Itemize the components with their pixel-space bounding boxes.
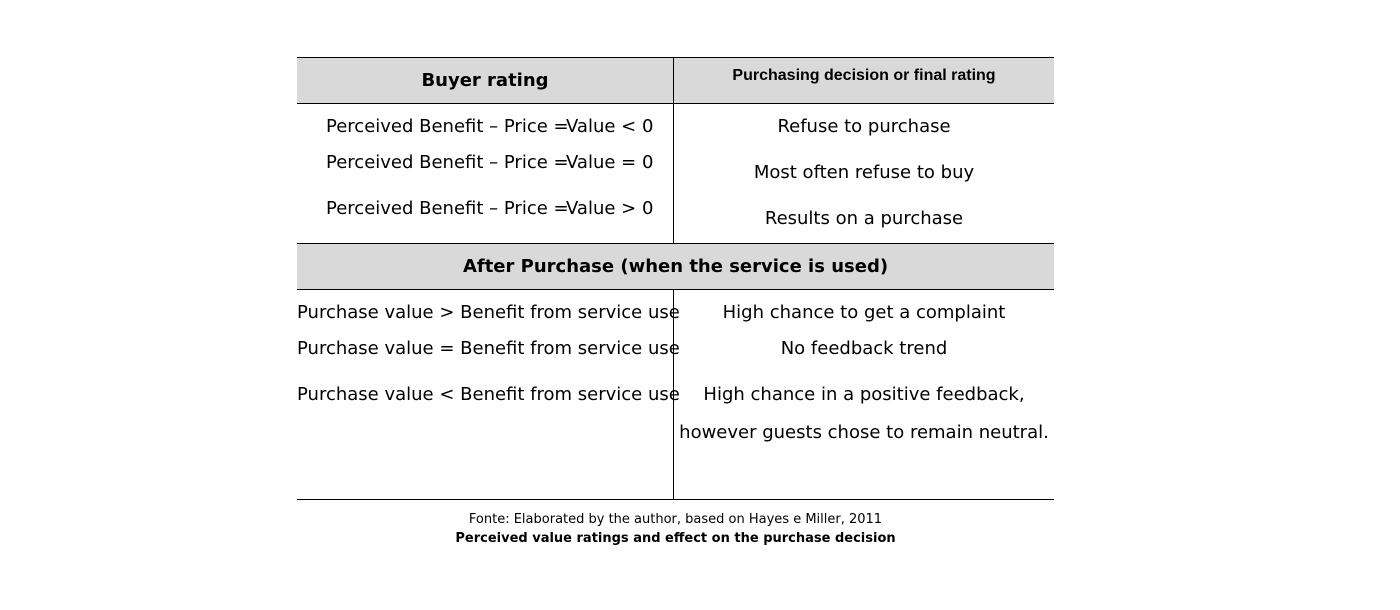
- table-title-caption: Perceived value ratings and effect on th…: [455, 531, 896, 546]
- header-purchasing-decision: Purchasing decision or final rating: [732, 67, 996, 84]
- before-row-1-decision: Refuse to purchase: [777, 116, 951, 137]
- rule-bottom: [297, 499, 1054, 500]
- after-row-1-condition: Purchase value > Benefit from service us…: [297, 302, 680, 323]
- header-buyer-rating: Buyer rating: [421, 70, 549, 91]
- before-row-3-value: Value > 0: [566, 198, 654, 219]
- rule-top: [297, 57, 1054, 58]
- after-row-1-outcome: High chance to get a complaint: [722, 302, 1006, 323]
- column-divider-bottom: [673, 289, 674, 499]
- after-row-3-condition: Purchase value < Benefit from service us…: [297, 384, 680, 405]
- table-source-caption: Fonte: Elaborated by the author, based o…: [468, 512, 883, 527]
- rating-table: Buyer rating Purchasing decision or fina…: [297, 57, 1054, 500]
- before-row-3-decision: Results on a purchase: [764, 208, 964, 229]
- before-row-1-value: Value < 0: [566, 116, 654, 137]
- rule-section-top: [297, 243, 1054, 244]
- rule-header-bottom: [297, 103, 1054, 104]
- after-row-3-outcome-line2: however guests chose to remain neutral.: [679, 422, 1049, 443]
- rule-section-bottom: [297, 289, 1054, 290]
- after-row-2-outcome: No feedback trend: [780, 338, 948, 359]
- section-header-after-purchase: After Purchase (when the service is used…: [462, 256, 889, 277]
- header-band: [297, 57, 1054, 103]
- before-row-2-decision: Most often refuse to buy: [753, 162, 975, 183]
- before-row-3-equation: Perceived Benefit – Price =: [326, 198, 569, 219]
- column-divider-top: [673, 57, 674, 243]
- after-row-3-outcome: High chance in a positive feedback,: [703, 384, 1025, 405]
- before-row-1-equation: Perceived Benefit – Price =: [326, 116, 569, 137]
- before-row-2-value: Value = 0: [566, 152, 654, 173]
- after-row-2-condition: Purchase value = Benefit from service us…: [297, 338, 680, 359]
- section-band: [297, 243, 1054, 289]
- before-row-2-equation: Perceived Benefit – Price =: [326, 152, 569, 173]
